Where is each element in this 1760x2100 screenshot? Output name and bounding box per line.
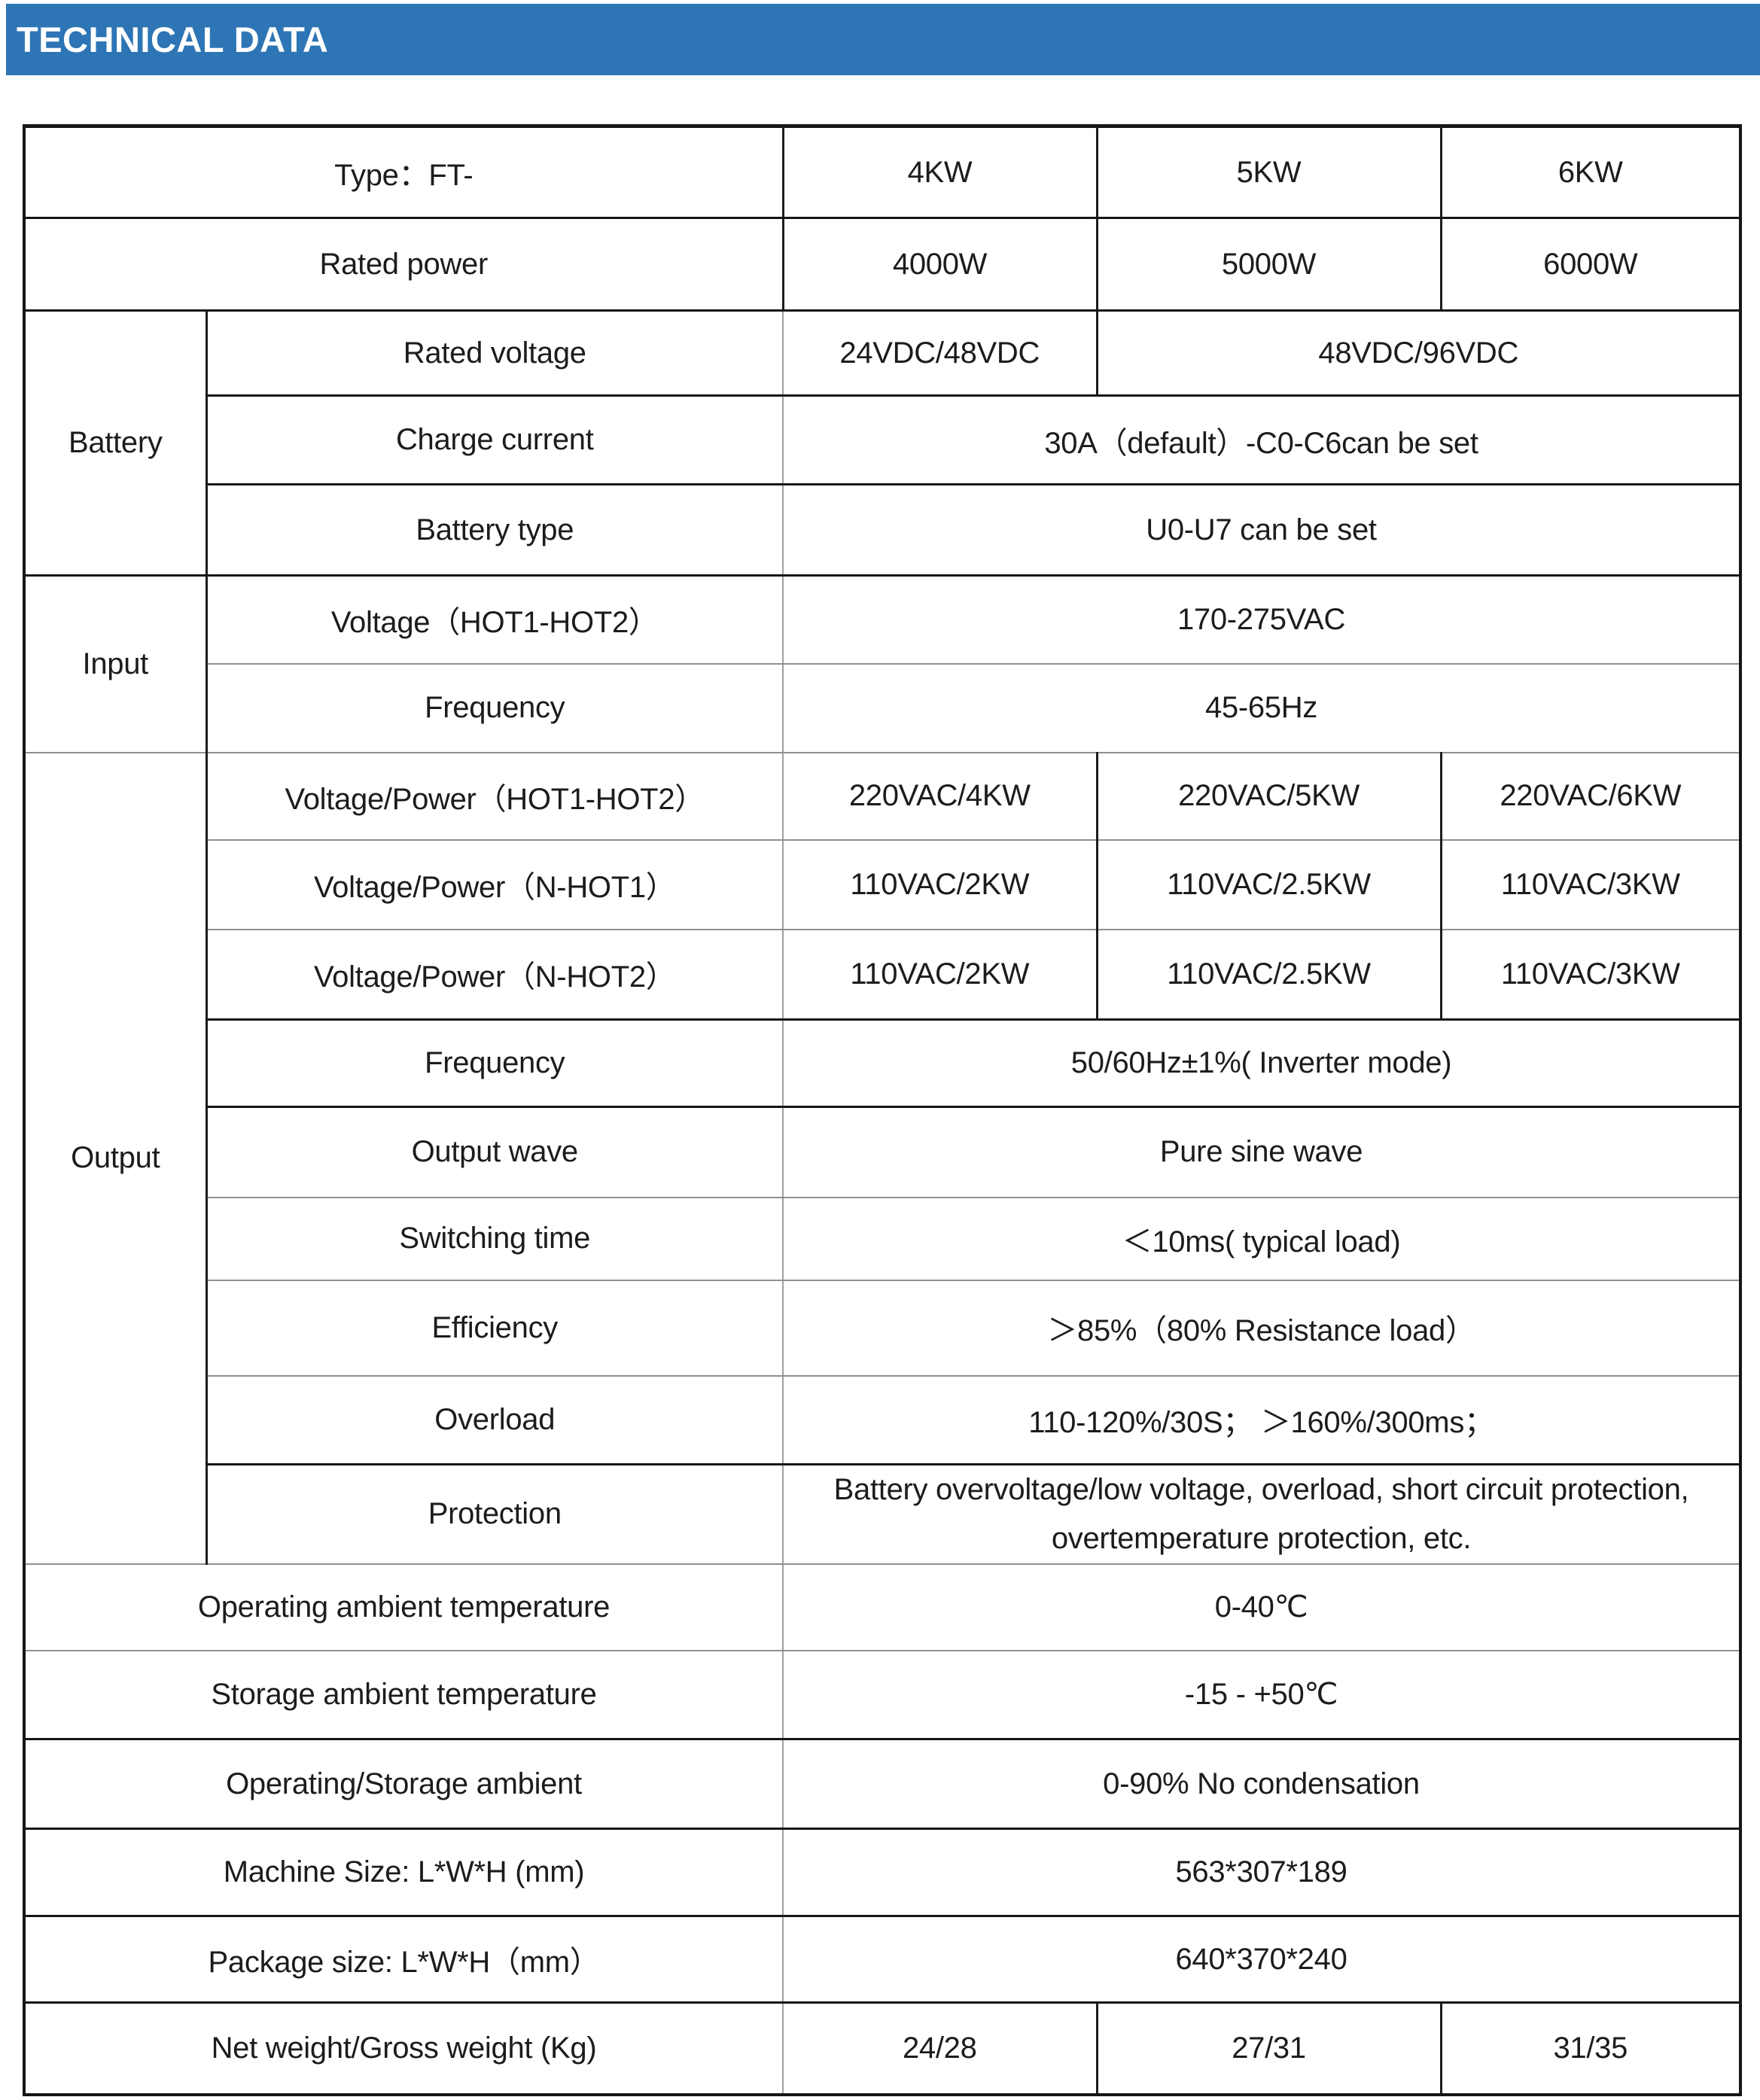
table-row: Type：FT- 4KW 5KW 6KW <box>24 126 1740 219</box>
table-row: Net weight/Gross weight (Kg) 24/28 27/31 31… <box>24 2002 1740 2096</box>
table-cell: 220VAC/4KW <box>782 752 1097 841</box>
table-row: Voltage/Power（N-HOT2） 110VAC/2KW 110VAC/2.… <box>24 929 1740 1021</box>
row-label: Switching time <box>205 1197 783 1281</box>
table-cell: ＞85%（80% Resistance load） <box>782 1280 1740 1377</box>
table-row: Rated power 4000W 5000W 6000W <box>24 218 1740 312</box>
table-row: Operating ambient temperature 0-40℃ <box>24 1563 1740 1651</box>
row-label: Efficiency <box>205 1280 783 1377</box>
table-row: Efficiency ＞85%（80% Resistance load） <box>24 1280 1740 1377</box>
table-row: Operating/Storage ambient 0-90% No conden… <box>24 1739 1740 1831</box>
table-cell: -15 - +50℃ <box>782 1650 1740 1741</box>
technical-data-table: Type：FT- 4KW 5KW 6KW Rated power 4000W 5000W 60… <box>23 124 1742 2096</box>
row-label: Output wave <box>205 1106 783 1198</box>
table-cell: 4000W <box>781 218 1097 312</box>
table-row: Frequency 50/60Hz±1%( Inverter mode) <box>24 1019 1740 1108</box>
table-cell: 170-275VAC <box>782 575 1740 665</box>
table-row: Output wave Pure sine wave <box>24 1106 1740 1198</box>
table-cell: 27/31 <box>1095 2002 1441 2096</box>
table-cell: Pure sine wave <box>782 1106 1740 1198</box>
row-label: Operating/Storage ambient <box>24 1739 783 1831</box>
row-label: Rated power <box>24 218 783 312</box>
table-row: Switching time ＜10ms( typical load) <box>24 1197 1740 1281</box>
section-header: TECHNICAL DATA <box>6 4 1760 75</box>
row-label: Charge current <box>205 395 783 485</box>
table-cell: 45-65Hz <box>782 663 1740 753</box>
table-row: Charge current 30A（default）-C0-C6can be s… <box>24 395 1740 485</box>
table-cell: 5000W <box>1095 218 1441 312</box>
table-cell: 0-40℃ <box>782 1563 1740 1651</box>
table-row: Storage ambient temperature -15 - +50℃ <box>24 1650 1740 1741</box>
row-label: Battery type <box>205 484 783 577</box>
table-row: Output Voltage/Power（HOT1-HOT2） 220VAC/4KW… <box>24 752 1740 1565</box>
table-cell: 0-90% No condensation <box>782 1739 1740 1831</box>
table-cell: 110VAC/2.5KW <box>1095 839 1441 930</box>
section-label: Output <box>24 752 206 1565</box>
table-row: Voltage/Power（N-HOT1） 110VAC/2KW 110VAC/2.… <box>24 839 1740 930</box>
table-cell: 640*370*240 <box>782 1916 1740 2004</box>
row-label: Voltage（HOT1-HOT2） <box>205 575 783 665</box>
table-cell: Battery overvoltage/low voltage, overloa… <box>782 1464 1740 1565</box>
row-label: Voltage/Power（HOT1-HOT2） <box>205 752 783 841</box>
table-cell: 24VDC/48VDC <box>782 310 1097 397</box>
table-cell: 48VDC/96VDC <box>1095 310 1740 397</box>
table-cell: U0-U7 can be set <box>782 484 1740 577</box>
table-row: Protection Battery overvoltage/low voltag… <box>24 1464 1740 1565</box>
table-cell: 30A（default）-C0-C6can be set <box>782 395 1740 485</box>
row-label: Operating ambient temperature <box>24 1563 783 1651</box>
table-cell: 110VAC/2KW <box>782 839 1097 930</box>
row-label: Overload <box>205 1375 783 1465</box>
table-cell: 110-120%/30S； ＞160%/300ms； <box>782 1375 1740 1465</box>
row-label: Frequency <box>205 1019 783 1108</box>
row-label: Rated voltage <box>205 310 783 397</box>
table-cell: 220VAC/6KW <box>1439 752 1740 841</box>
table-row: Battery Rated voltage 24VDC/48VDC 48VDC/96V… <box>24 310 1740 577</box>
section-label: Battery <box>24 310 206 577</box>
row-label: Machine Size: L*W*H (mm) <box>24 1828 783 1918</box>
row-label: Voltage/Power（N-HOT2） <box>205 929 783 1021</box>
row-label: Type：FT- <box>24 126 783 219</box>
table-cell: 563*307*189 <box>782 1828 1740 1918</box>
row-label: Protection <box>205 1464 783 1565</box>
table-cell: 220VAC/5KW <box>1095 752 1441 841</box>
table-cell: 6000W <box>1439 218 1740 312</box>
table-row: Input Voltage（HOT1-HOT2） 170-275VAC <box>24 575 1740 753</box>
table-row: Overload 110-120%/30S； ＞160%/300ms； <box>24 1375 1740 1465</box>
section-title: TECHNICAL DATA <box>17 20 329 59</box>
row-label: Voltage/Power（N-HOT1） <box>205 839 783 930</box>
table-cell: ＜10ms( typical load) <box>782 1197 1740 1281</box>
row-label: Package size: L*W*H（mm） <box>24 1916 783 2004</box>
table-cell: 31/35 <box>1439 2002 1740 2096</box>
column-header: 4KW <box>781 126 1097 219</box>
table-row: Package size: L*W*H（mm） 640*370*240 <box>24 1916 1740 2004</box>
table-cell: 110VAC/2.5KW <box>1095 929 1441 1021</box>
table-cell: 110VAC/3KW <box>1439 929 1740 1021</box>
table-row: Machine Size: L*W*H (mm) 563*307*189 <box>24 1828 1740 1918</box>
row-label: Net weight/Gross weight (Kg) <box>24 2002 783 2096</box>
column-header: 5KW <box>1095 126 1441 219</box>
table-row: Frequency 45-65Hz <box>24 663 1740 753</box>
row-label: Storage ambient temperature <box>24 1650 783 1741</box>
table-cell: 50/60Hz±1%( Inverter mode) <box>782 1019 1740 1108</box>
table-body: Type：FT- 4KW 5KW 6KW Rated power 4000W 5000W 60… <box>24 126 1740 2096</box>
row-label: Frequency <box>205 663 783 753</box>
table-cell: 110VAC/2KW <box>782 929 1097 1021</box>
table-cell: 110VAC/3KW <box>1439 839 1740 930</box>
section-label: Input <box>24 575 206 753</box>
column-header: 6KW <box>1439 126 1740 219</box>
table-row: Battery type U0-U7 can be set <box>24 484 1740 577</box>
table-cell: 24/28 <box>782 2002 1097 2096</box>
